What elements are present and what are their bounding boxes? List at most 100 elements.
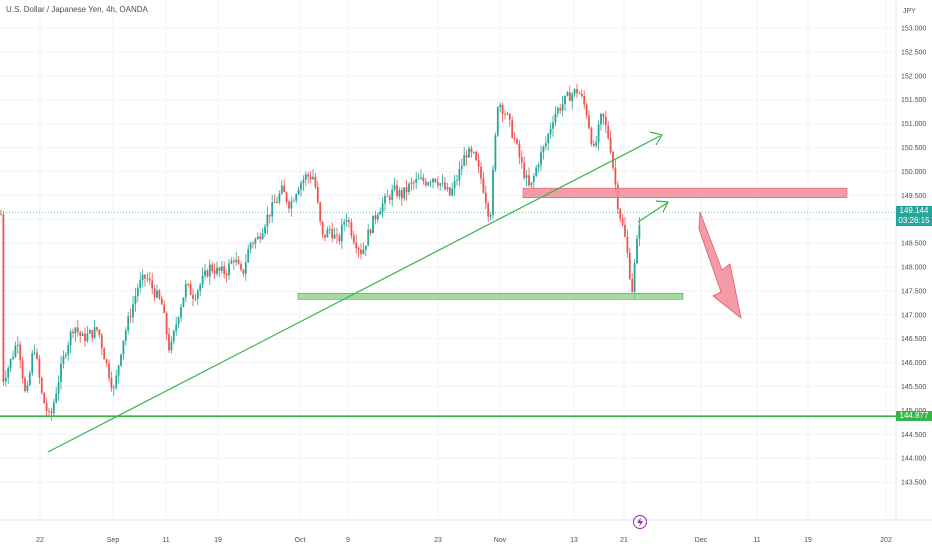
trend-line[interactable] [47, 135, 661, 453]
candle-body [302, 179, 305, 184]
candle-body [168, 334, 170, 351]
candle-body [489, 214, 492, 217]
candle-body [69, 331, 72, 346]
candle-body [208, 264, 211, 277]
candle-body [369, 229, 372, 234]
candle-body [580, 93, 583, 97]
candle-body [285, 192, 288, 202]
candle-body [374, 215, 377, 220]
candle-body [148, 278, 151, 281]
candle-body [237, 259, 240, 265]
candle-body [532, 175, 535, 183]
candle-body [360, 249, 362, 254]
candle-body [484, 192, 487, 204]
candle-body [400, 190, 403, 199]
candle-body [117, 365, 120, 376]
candle-body [122, 340, 125, 355]
candle-body [441, 182, 444, 184]
candle-body [388, 196, 391, 200]
candle-body [52, 402, 55, 414]
candle-body [108, 363, 110, 379]
candle-body [38, 358, 41, 378]
candle-body [199, 284, 202, 291]
candle-body [12, 356, 14, 359]
candle-body [429, 182, 432, 183]
candle-body [252, 243, 254, 244]
candle-body [216, 267, 218, 274]
y-tick-label: 148.500 [901, 241, 926, 248]
x-tick-label: 11 [162, 537, 169, 544]
candle-body [494, 135, 497, 170]
candle-body [151, 280, 154, 289]
candle-body [60, 363, 62, 382]
candle-body [213, 270, 216, 274]
candle-body [439, 183, 442, 186]
candle-body [50, 411, 53, 414]
y-tick-label: 144.500 [901, 432, 926, 439]
candle-body [79, 331, 82, 336]
candle-body [64, 354, 67, 357]
candle-body [487, 203, 490, 217]
candle-body [76, 327, 79, 332]
x-tick-label: 9 [346, 537, 350, 544]
candle-body [427, 182, 430, 186]
candle-body [146, 278, 149, 280]
candle-body [247, 249, 250, 263]
candle-body [549, 128, 552, 135]
down-arrow[interactable] [698, 211, 742, 319]
candle-body [249, 243, 252, 250]
candle-body [57, 381, 60, 394]
support-zone[interactable] [297, 292, 684, 300]
candle-body [163, 304, 166, 313]
x-axis: 22 Sep 11 19 Oct 9 23 Nov 13 21 Dec 11 19 202 [36, 537, 892, 544]
candle-body [43, 392, 46, 404]
candle-body [120, 354, 122, 366]
candle-body [542, 146, 545, 153]
candle-body [316, 187, 319, 203]
candle-body [412, 182, 415, 184]
flash-icon[interactable] [632, 514, 648, 530]
candle-body [194, 298, 197, 300]
candle-body [170, 341, 173, 351]
y-tick-label: 147.000 [901, 312, 926, 319]
candle-body [513, 137, 516, 140]
candle-body [501, 104, 504, 114]
candle-body [559, 108, 562, 111]
candle-body [28, 373, 31, 385]
candle-body [256, 236, 259, 240]
x-tick-label: 202 [880, 537, 892, 544]
resistance-zone[interactable] [522, 187, 848, 198]
candle-body [9, 358, 12, 368]
candle-body [225, 273, 228, 276]
candle-body [103, 348, 106, 360]
candle-body [520, 157, 523, 163]
candle-body [636, 238, 638, 264]
candle-body [324, 234, 326, 238]
x-tick-label: Oct [295, 537, 306, 544]
candle-body [482, 178, 485, 193]
candle-body [4, 377, 7, 382]
candle-body [180, 307, 182, 318]
candle-body [182, 297, 185, 308]
candle-body [67, 345, 70, 355]
candle-body [453, 180, 456, 189]
candle-body [633, 263, 636, 292]
candle-body [319, 202, 322, 222]
projection-line[interactable] [637, 202, 668, 223]
candle-body [588, 115, 590, 129]
candle-body [93, 327, 96, 338]
candle-body [379, 211, 382, 215]
candle-body [417, 178, 420, 180]
candle-body [607, 125, 610, 139]
candle-series [0, 83, 641, 421]
candle-body [326, 229, 329, 238]
candle-body [561, 104, 564, 111]
candle-body [206, 270, 209, 277]
candle-body [391, 189, 394, 200]
y-tick-label: 147.500 [901, 288, 926, 295]
projection-arrowhead [655, 200, 669, 213]
candle-body [609, 138, 612, 153]
candle-body [304, 174, 307, 180]
candle-body [592, 143, 595, 146]
